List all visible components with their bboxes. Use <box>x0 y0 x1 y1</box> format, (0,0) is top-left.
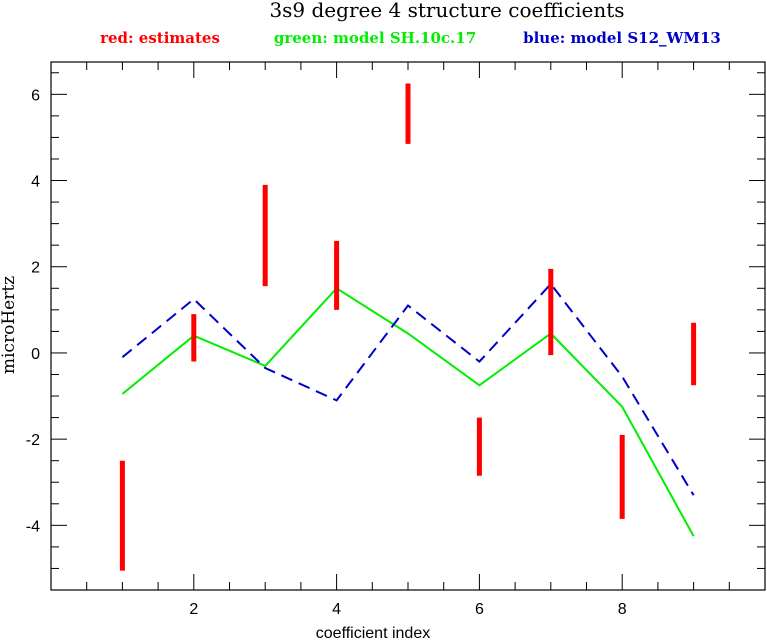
y-tick-label: 4 <box>31 174 40 191</box>
y-tick-label: 6 <box>31 87 40 104</box>
y-tick-label: 2 <box>31 260 40 277</box>
legend-entry-green-model: green: model SH.10c.17 <box>274 29 476 47</box>
error-bars <box>119 83 697 571</box>
series-line-0 <box>121 287 695 537</box>
x-tick-label: 4 <box>332 601 341 618</box>
y-tick-label: 0 <box>31 346 40 363</box>
y-axis-label: microHertz <box>0 276 19 374</box>
chart-title: 3s9 degree 4 structure coefficients <box>269 0 624 22</box>
legend-entry-estimates: red: estimates <box>100 29 220 47</box>
tick-labels: 2 4 6 8 -4 -2 0 2 4 6 <box>26 87 627 618</box>
y-tick-label: -4 <box>26 518 40 535</box>
axis-ticks <box>51 62 765 590</box>
x-tick-label: 8 <box>618 601 627 618</box>
y-tick-label: -2 <box>26 432 40 449</box>
x-tick-label: 6 <box>475 601 484 618</box>
series-line-1 <box>121 282 695 496</box>
x-tick-label: 2 <box>189 601 198 618</box>
x-axis-label: coefficient index <box>316 625 430 641</box>
series-layer <box>121 282 695 537</box>
legend-entry-blue-model: blue: model S12_WM13 <box>523 29 721 47</box>
